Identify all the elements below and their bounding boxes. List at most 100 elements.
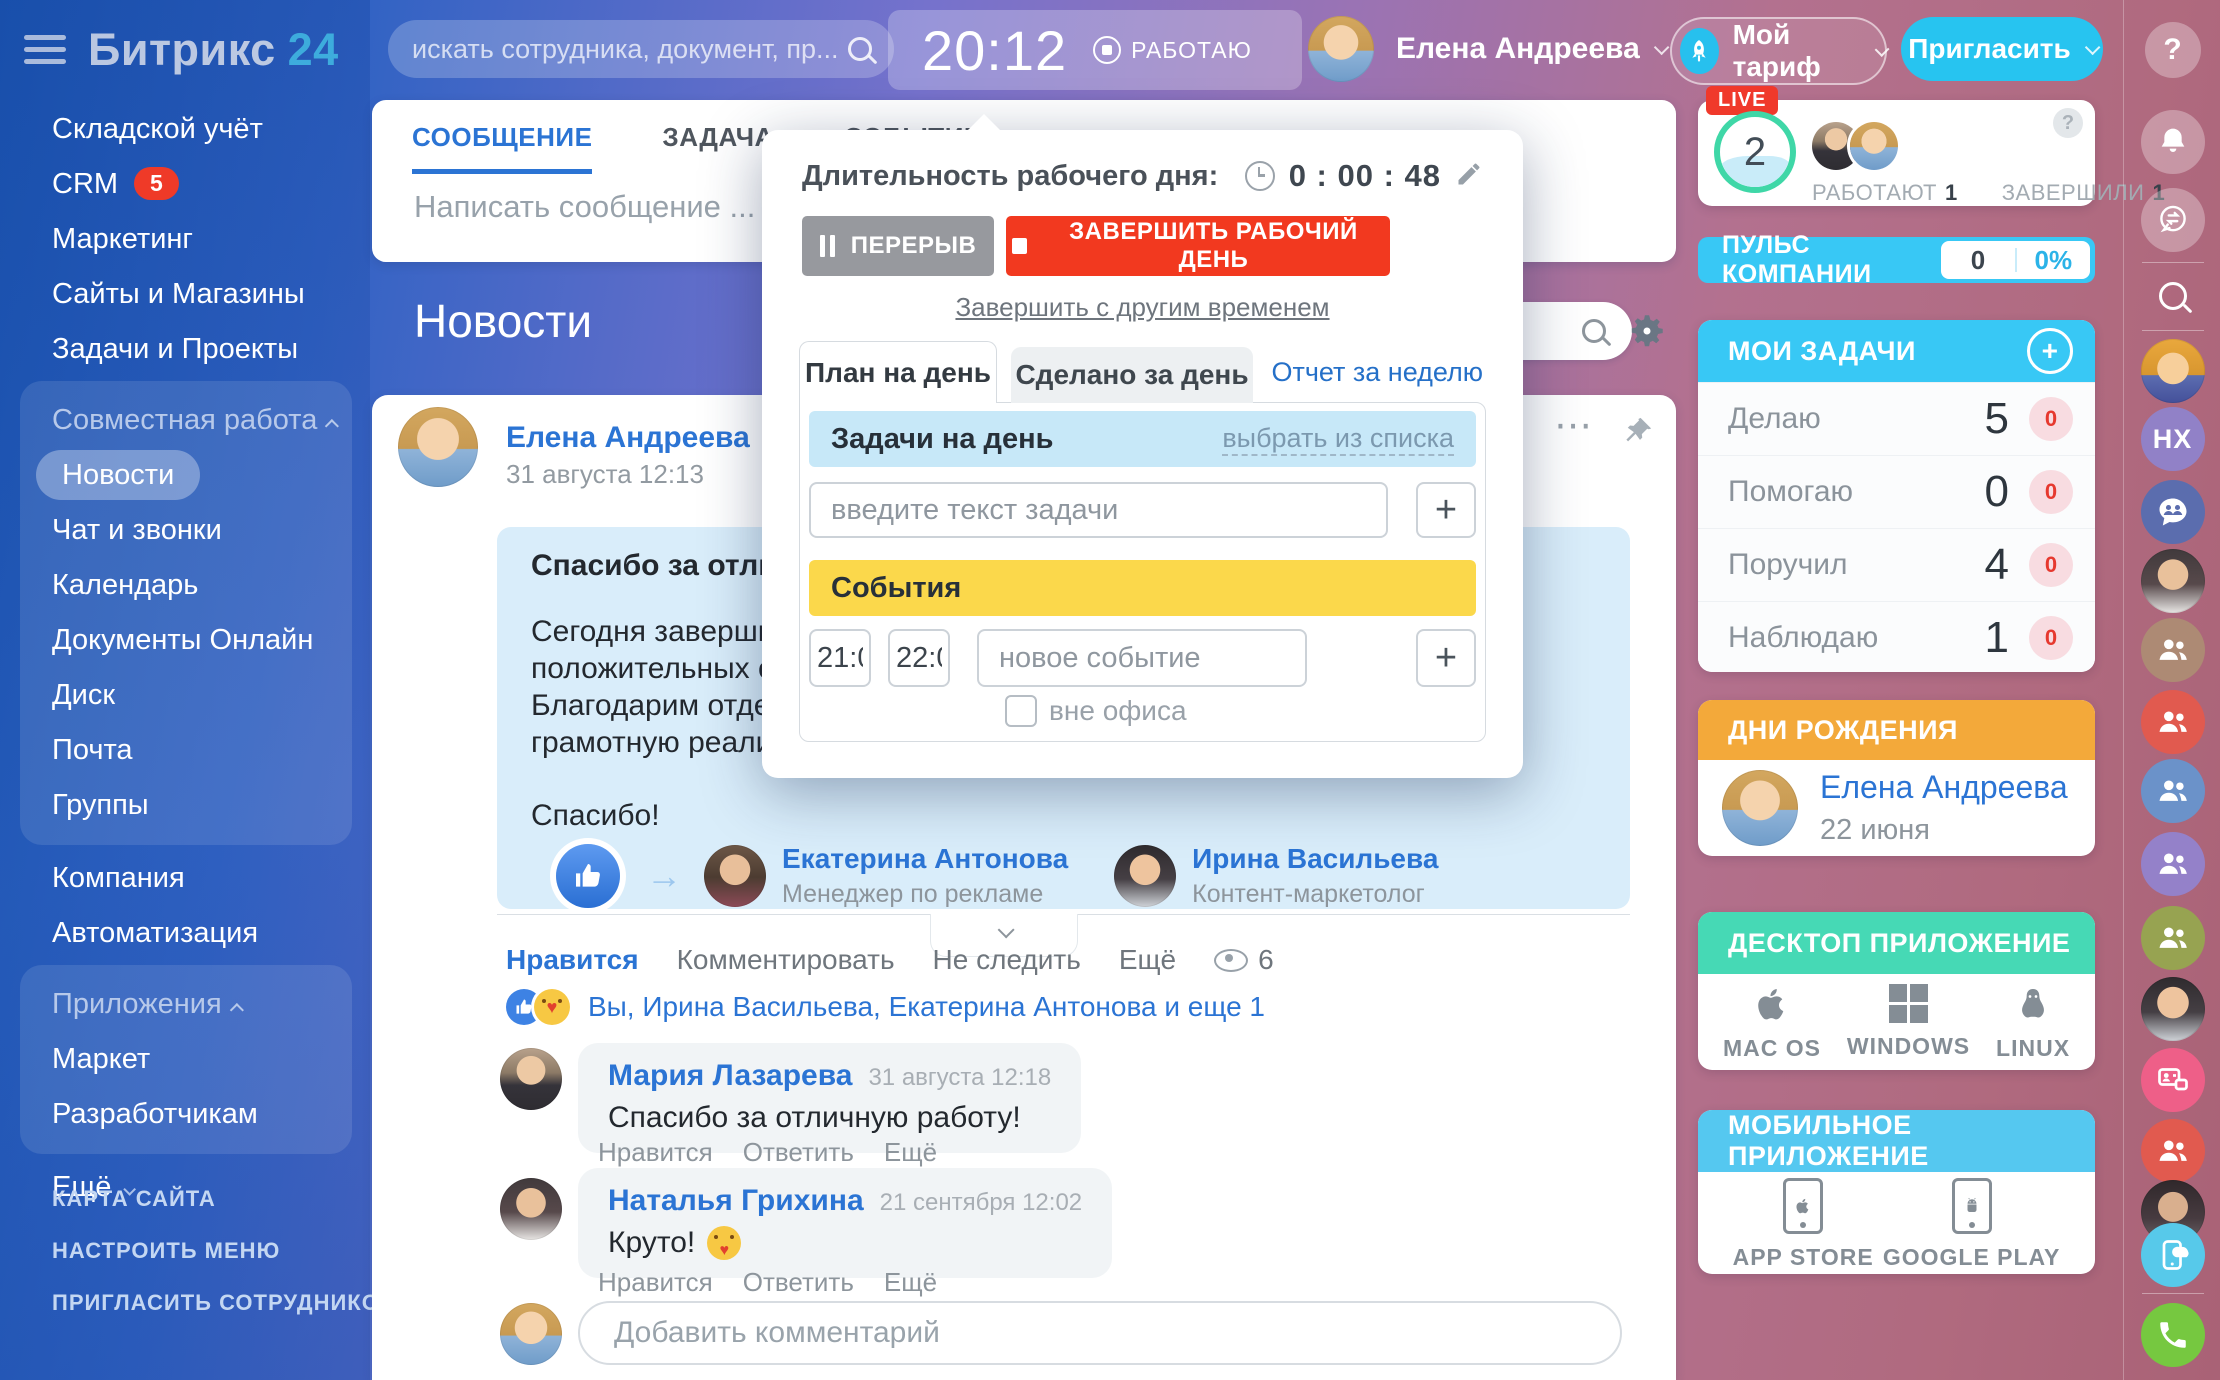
help-button[interactable]: ? [2144,22,2201,78]
messenger-icon[interactable] [2140,188,2205,252]
comment-like-action[interactable]: Нравится [598,1137,713,1167]
love-reaction-icon[interactable]: ♥ [534,989,570,1025]
people-chat-icon[interactable] [2140,618,2205,682]
rail-search-icon[interactable] [2141,264,2205,328]
sitemap-link[interactable]: КАРТА САЙТА [52,1186,216,1211]
task-row-doing[interactable]: Делаю 5 0 [1698,382,2095,455]
hx-chat-badge[interactable]: HX [2140,407,2205,471]
help-icon[interactable]: ? [2053,108,2083,138]
sidebar-item-warehouse[interactable]: Складской учёт [52,113,263,145]
sidebar-group-collaboration-header[interactable]: Совместная работа [20,393,352,448]
out-of-office-checkbox[interactable] [1005,695,1037,727]
sidebar-item-disk[interactable]: Диск [52,679,116,711]
workday-timer-widget[interactable]: 20:12 РАБОТАЮ [888,10,1302,90]
avatar[interactable] [1850,122,1898,170]
search-icon[interactable] [1582,319,1606,343]
sidebar-item-docs[interactable]: Документы Онлайн [52,624,314,656]
people-chat-icon[interactable] [2140,690,2205,754]
event-text-input[interactable] [977,629,1307,687]
unfollow-action[interactable]: Не следить [932,944,1081,975]
comment-like-action[interactable]: Нравится [598,1267,713,1297]
liker[interactable]: Екатерина Антонова Менеджер по рекламе [704,843,1068,909]
user-menu[interactable]: Елена Андреева [1308,16,1670,82]
company-pulse-button[interactable]: ПУЛЬС КОМПАНИИ 0 0% [1698,231,2095,288]
post-author-name[interactable]: Елена Андреева [506,421,750,454]
comment-more-action[interactable]: Ещё [883,1137,938,1167]
collapse-post-button[interactable] [930,914,1078,957]
sidebar-item-mail[interactable]: Почта [52,734,133,766]
task-row-watching[interactable]: Наблюдаю 1 0 [1698,601,2095,672]
finish-other-time-link[interactable]: Завершить с другим временем [955,292,1330,322]
comment-action[interactable]: Комментировать [676,944,895,975]
global-search-input[interactable] [410,32,848,66]
people-chat-icon[interactable] [2140,832,2205,896]
more-action[interactable]: Ещё [1118,944,1177,975]
presence-counter[interactable]: 2 [1714,111,1796,193]
add-task-button[interactable]: + [1416,482,1476,538]
post-menu-icon[interactable]: ⋯ [1554,405,1594,447]
invite-button[interactable]: Пригласить [1901,17,2103,81]
add-task-icon[interactable]: + [2027,328,2073,374]
sidebar-item-chat[interactable]: Чат и звонки [52,514,222,546]
task-row-delegated[interactable]: Поручил 4 0 [1698,528,2095,601]
pin-icon[interactable] [1620,415,1654,449]
tab-message[interactable]: СООБЩЕНИЕ [412,122,593,174]
chat-avatar[interactable] [2140,977,2205,1041]
week-report-link[interactable]: Отчет за неделю [1271,356,1483,387]
sidebar-item-developers[interactable]: Разработчикам [52,1098,258,1130]
gear-icon[interactable] [1626,310,1668,352]
sidebar-item-company[interactable]: Компания [52,862,185,894]
group-chat-icon[interactable] [2140,480,2205,544]
sidebar-item-marketing[interactable]: Маркетинг [52,223,193,255]
like-thumb-icon[interactable] [556,844,620,908]
notifications-bell-icon[interactable] [2140,110,2205,174]
googleplay-download[interactable]: GOOGLE PLAY [1883,1177,2061,1271]
sidebar-item-market[interactable]: Маркет [52,1043,151,1075]
sidebar-item-more[interactable]: Ещё [0,1160,370,1215]
chat-avatar[interactable] [2140,339,2205,403]
sidebar-item-crm[interactable]: CRM 5 [0,157,370,212]
birthday-avatar[interactable] [1722,770,1798,846]
sidebar-item-automation[interactable]: Автоматизация [52,917,259,949]
sidebar-item-tasks[interactable]: Задачи и Проекты [52,333,299,365]
global-search[interactable] [388,20,894,78]
user-avatar[interactable] [1308,16,1374,82]
reaction-summary[interactable]: Вы, Ирина Васильева, Екатерина Антонова … [588,991,1266,1022]
user-name[interactable]: Елена Андреева [1396,32,1640,65]
tab-task[interactable]: ЗАДАЧА [662,122,774,152]
windows-download[interactable]: WINDOWS [1847,984,1970,1060]
menu-icon[interactable] [24,35,66,71]
invite-employees-link[interactable]: ПРИГЛАСИТЬ СОТРУДНИКОВ [52,1290,397,1315]
phone-cloud-icon[interactable] [2140,1223,2205,1287]
comment-reply-action[interactable]: Ответить [742,1267,854,1297]
task-row-helping[interactable]: Помогаю 0 0 [1698,455,2095,528]
chat-avatar[interactable] [2140,549,2205,613]
event-time-to-input[interactable] [888,629,950,687]
contact-card-icon[interactable] [2140,1048,2205,1112]
choose-from-list-link[interactable]: выбрать из списка [1222,423,1454,456]
liker-name[interactable]: Екатерина Антонова [782,843,1069,874]
tab-day-plan[interactable]: План на день [799,341,997,403]
edit-pencil-icon[interactable] [1455,160,1483,193]
search-icon[interactable] [848,37,872,61]
liker-avatar[interactable] [1114,845,1177,907]
add-event-button[interactable]: + [1416,629,1476,687]
sidebar-item-news[interactable]: Новости [20,448,352,503]
sidebar-item-groups[interactable]: Группы [52,789,149,821]
like-action[interactable]: Нравится [506,944,639,975]
liker-avatar[interactable] [704,845,766,907]
finish-workday-button[interactable]: ЗАВЕРШИТЬ РАБОЧИЙ ДЕНЬ [1006,216,1390,276]
tariff-button[interactable]: Мой тариф [1670,17,1890,85]
sidebar-item-sites[interactable]: Сайты и Магазины [52,278,305,310]
sidebar-item-calendar[interactable]: Календарь [52,569,199,601]
people-chat-icon[interactable] [2140,1119,2205,1183]
post-author-avatar[interactable] [398,407,478,487]
configure-menu-link[interactable]: НАСТРОИТЬ МЕНЮ [52,1238,281,1263]
call-button[interactable] [2140,1303,2205,1367]
birthday-name[interactable]: Елена Андреева [1820,769,2068,805]
people-chat-icon[interactable] [2140,759,2205,823]
comment-author[interactable]: Наталья Грихина [608,1184,864,1217]
macos-download[interactable]: MAC OS [1723,983,1821,1062]
comment-author[interactable]: Мария Лазарева [608,1059,853,1092]
comment-more-action[interactable]: Ещё [883,1267,938,1297]
